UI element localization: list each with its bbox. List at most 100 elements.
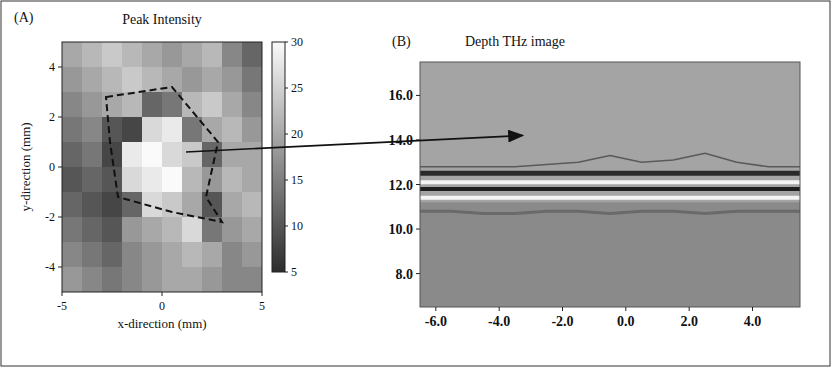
heatmap-cell [222, 67, 243, 93]
heatmap-cell [182, 217, 203, 243]
heatmap-cell [142, 267, 163, 292]
depth-line [420, 187, 800, 191]
x-tick-label: 4.0 [744, 314, 762, 329]
heatmap-cell [82, 167, 103, 193]
y-tick [416, 184, 420, 185]
colorbar-tick [285, 134, 288, 135]
heatmap-cell [242, 217, 262, 243]
heatmap-cell [222, 92, 243, 118]
colorbar-tick [285, 272, 288, 273]
heatmap-cell [62, 42, 83, 68]
heatmap-cell [102, 192, 123, 218]
figure: (A)Peak Intensity-505-4-2024x-direction … [0, 0, 831, 367]
heatmap-cell [142, 242, 163, 268]
lower-background [420, 202, 800, 307]
x-tick [262, 292, 263, 296]
heatmap-cell [182, 92, 203, 118]
colorbar-tick-label: 20 [291, 127, 303, 141]
x-tick [689, 307, 690, 311]
x-tick-label: -4.0 [488, 314, 510, 329]
heatmap-cell [102, 267, 123, 292]
heatmap-cell [82, 142, 103, 168]
heatmap-cell [222, 167, 243, 193]
colorbar-tick-label: 15 [291, 173, 303, 187]
y-tick-label: 4 [49, 60, 55, 74]
heatmap-cell [82, 92, 103, 118]
heatmap-cell [122, 267, 143, 292]
x-tick [162, 292, 163, 296]
heatmap-cell [142, 92, 163, 118]
x-tick-label: 2.0 [680, 314, 698, 329]
heatmap-cell [122, 67, 143, 93]
heatmap-cell [142, 67, 163, 93]
x-tick-label: -6.0 [425, 314, 447, 329]
colorbar-tick-label: 30 [291, 35, 303, 49]
heatmap-cell [162, 167, 183, 193]
heatmap-cell [82, 217, 103, 243]
heatmap-cell [162, 117, 183, 143]
colorbar-tick [285, 226, 288, 227]
heatmap-cell [202, 242, 223, 268]
heatmap-cell [222, 192, 243, 218]
heatmap-cell [222, 242, 243, 268]
arrow [186, 136, 523, 153]
y-tick-label: 16.0 [389, 88, 414, 103]
heatmap-cell [182, 67, 203, 93]
heatmap-cell [122, 142, 143, 168]
x-axis-title: x-direction (mm) [117, 316, 206, 331]
heatmap-cell [102, 117, 123, 143]
x-tick [62, 292, 63, 296]
heatmap-cell [162, 217, 183, 243]
heatmap-cell [162, 267, 183, 292]
y-tick [58, 267, 62, 268]
heatmap-cell [122, 217, 143, 243]
colorbar-tick [285, 88, 288, 89]
depth-line [420, 211, 800, 213]
panel-b: (B)Depth THz image-6.0-4.0-2.00.02.04.08… [389, 34, 801, 329]
heatmap-cell [202, 192, 223, 218]
y-tick [58, 117, 62, 118]
heatmap-cell [62, 267, 83, 292]
heatmap-cell [242, 42, 262, 68]
heatmap-cell [162, 242, 183, 268]
y-tick-label: 8.0 [396, 267, 414, 282]
heatmap-cell [82, 267, 103, 292]
depth-lines [420, 153, 800, 213]
colorbar-tick-label: 10 [291, 219, 303, 233]
heatmap-cell [122, 167, 143, 193]
heatmap-cell [62, 167, 83, 193]
panel-letter: (A) [14, 10, 34, 26]
heatmap-cell [102, 42, 123, 68]
chart-title: Depth THz image [465, 34, 565, 49]
heatmap-cell [202, 267, 223, 292]
heatmap-cell [162, 42, 183, 68]
heatmap-cell [222, 142, 243, 168]
panel-letter: (B) [392, 34, 411, 50]
heatmap-cell [82, 67, 103, 93]
region-outline [106, 87, 222, 222]
heatmap-cell [102, 242, 123, 268]
colorbar [272, 42, 285, 272]
heatmap-cell [222, 42, 243, 68]
heatmap-cell [122, 117, 143, 143]
heatmap-cell [142, 167, 163, 193]
heatmap-cell [142, 217, 163, 243]
heatmap-cell [82, 117, 103, 143]
heatmap-cell [202, 117, 223, 143]
heatmap-cell [182, 267, 203, 292]
y-tick [58, 67, 62, 68]
heatmap-cell [182, 192, 203, 218]
heatmap-cell [202, 42, 223, 68]
heatmap-cell [102, 67, 123, 93]
heatmap-cell [62, 142, 83, 168]
heatmap-cell [242, 117, 262, 143]
y-axis-title: y-direction (mm) [18, 122, 33, 211]
heatmap-cell [182, 242, 203, 268]
depth-line [420, 153, 800, 166]
heatmap-cell [242, 267, 262, 292]
heatmap-cell [242, 92, 262, 118]
heatmap-cell [222, 217, 243, 243]
heatmap-cell [182, 167, 203, 193]
panel-a: (A)Peak Intensity-505-4-2024x-direction … [14, 10, 303, 331]
heatmap-cell [242, 142, 262, 168]
